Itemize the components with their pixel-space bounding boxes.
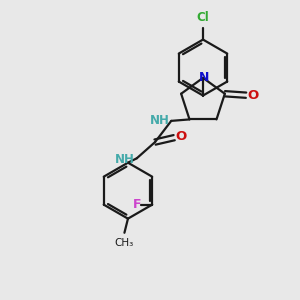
Text: F: F <box>133 198 141 211</box>
Text: O: O <box>175 130 186 143</box>
Text: NH: NH <box>150 114 170 128</box>
Text: CH₃: CH₃ <box>114 238 134 248</box>
Text: O: O <box>247 89 258 102</box>
Text: Cl: Cl <box>196 11 209 24</box>
Text: NH: NH <box>115 153 134 166</box>
Text: N: N <box>198 71 209 84</box>
